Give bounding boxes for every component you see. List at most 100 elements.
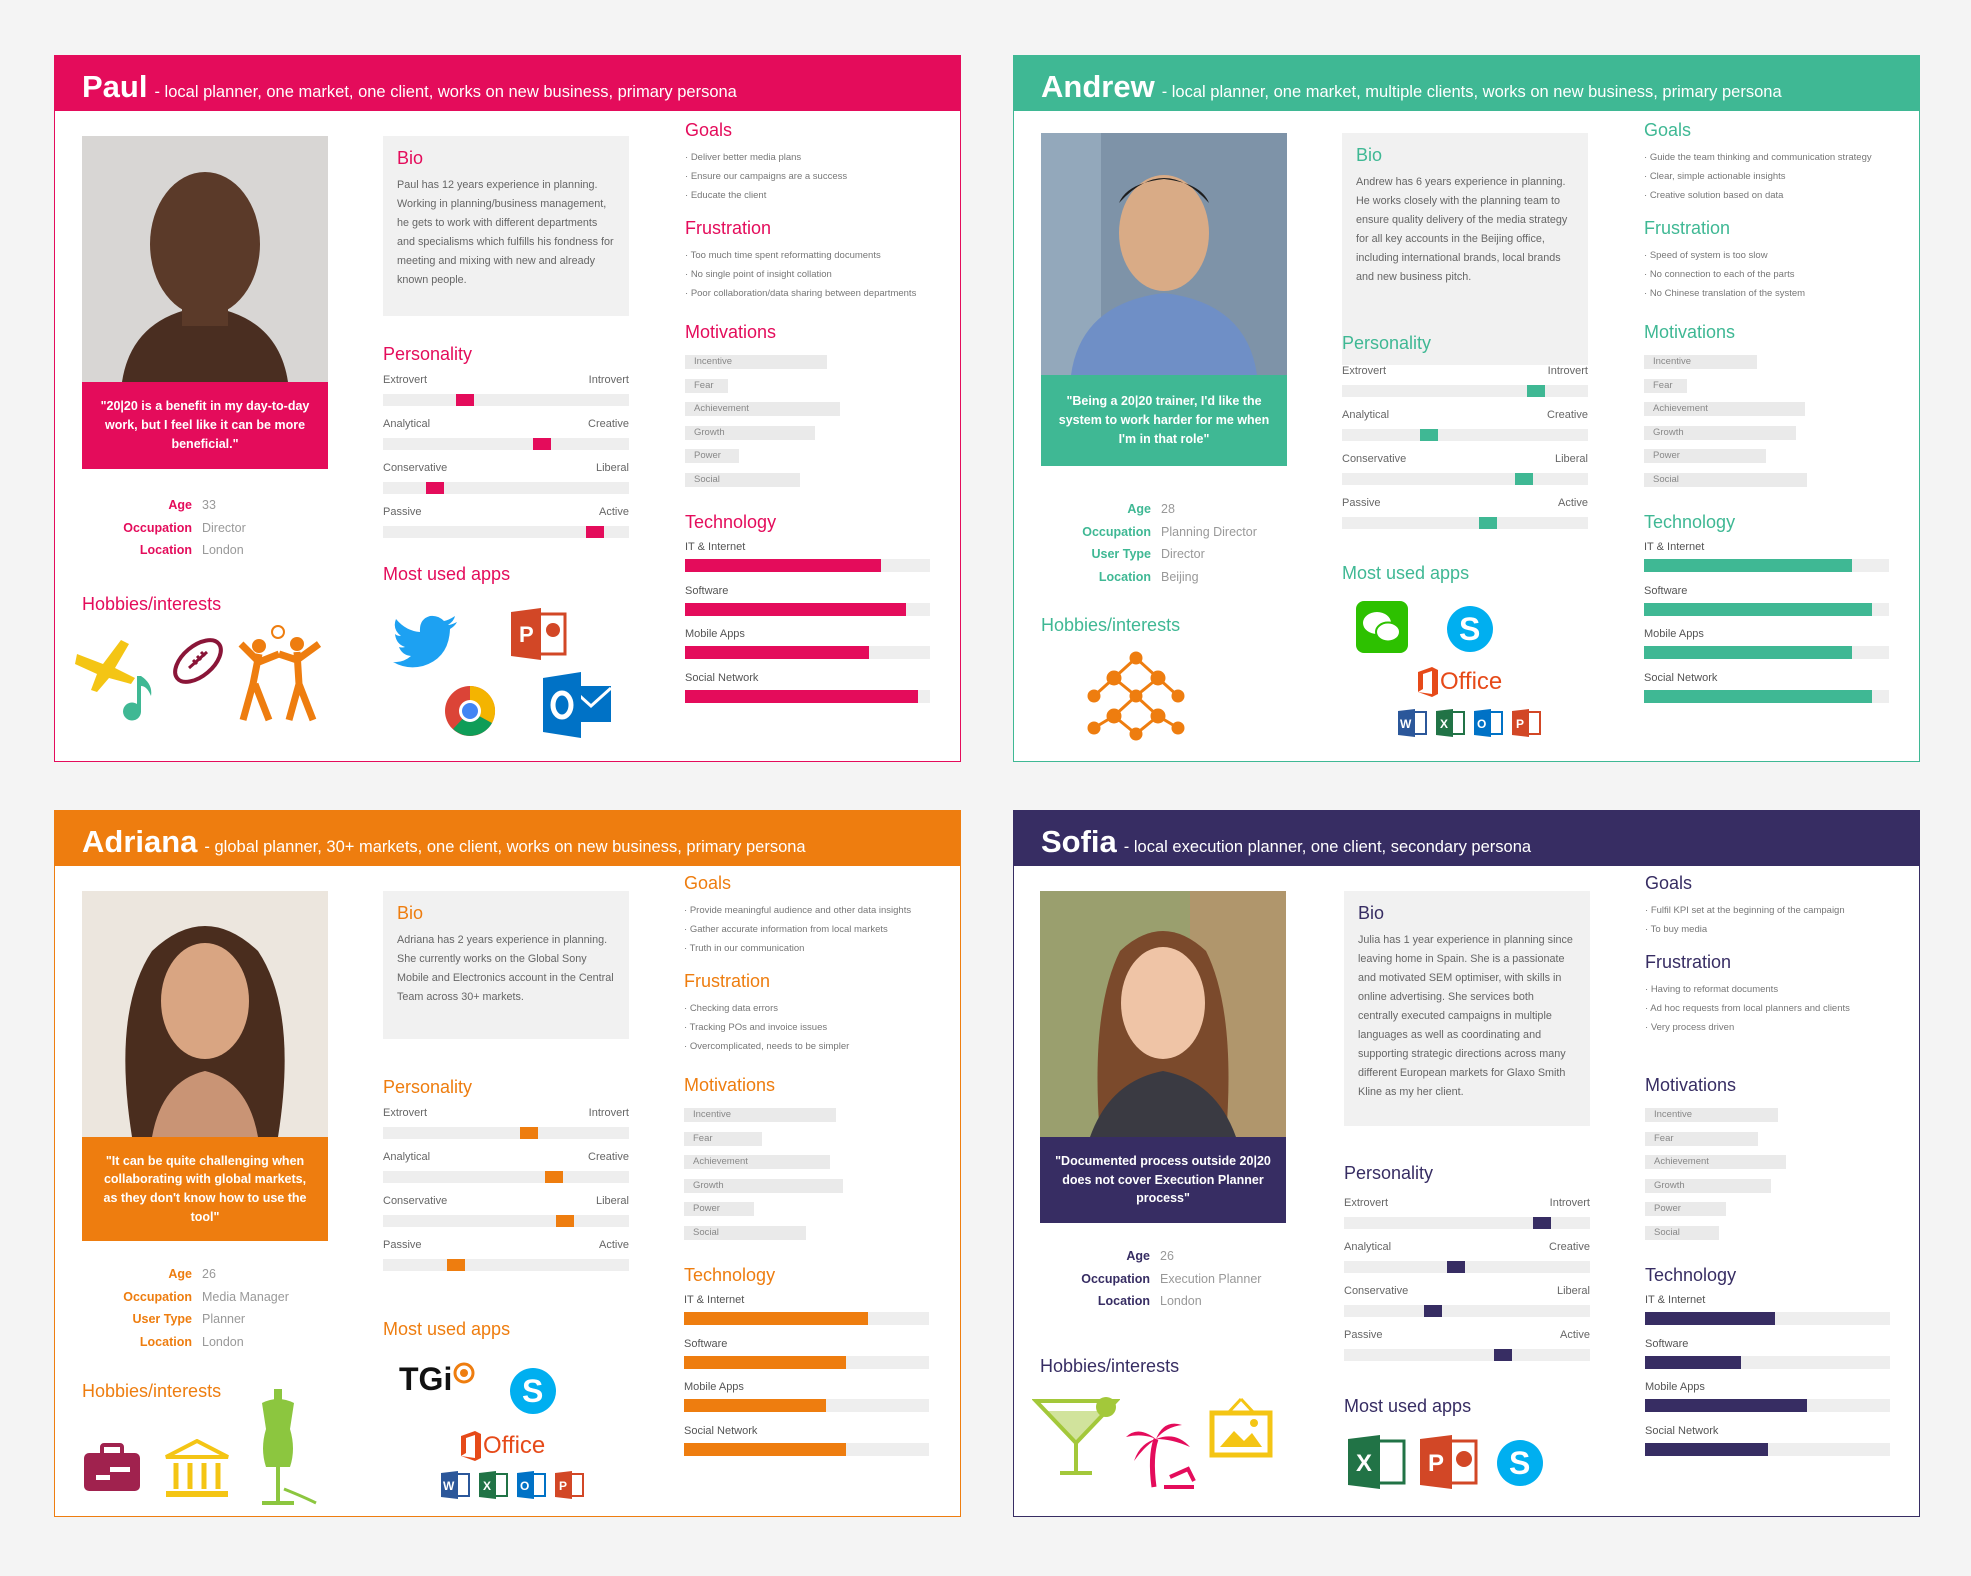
slider-right-label: Liberal xyxy=(1554,453,1588,465)
bio-text: Julia has 1 year experience in planning … xyxy=(1358,934,1573,1098)
slider-track xyxy=(1342,429,1588,441)
motivation-label: Fear xyxy=(693,1132,713,1144)
hobbies-title: Hobbies/interests xyxy=(82,594,222,614)
user-type-label: User Type xyxy=(132,1312,192,1326)
slider-knob xyxy=(1446,1261,1465,1273)
motivation-label: Social xyxy=(693,1226,719,1238)
slider-left-label: Analytical xyxy=(383,418,431,430)
motivation-label: Growth xyxy=(694,426,725,438)
hobbies-icons xyxy=(1032,1391,1292,1506)
motivation-label: Incentive xyxy=(1654,1109,1693,1120)
persona-card-paul: Paul - local planner, one market, one cl… xyxy=(54,55,961,762)
location-label: Location xyxy=(1098,569,1151,584)
slider-knob xyxy=(585,526,604,538)
slider-knob xyxy=(1494,1349,1513,1361)
personality-title: Personality xyxy=(1344,1163,1434,1183)
personality-sliders: Extrovert Introvert Analytical Creative Co… xyxy=(383,1107,629,1283)
right-column: Goals Fulfil KPI set at the beginning of… xyxy=(1645,873,1900,1468)
personality-title: Personality xyxy=(383,1077,473,1097)
hobbies-icons xyxy=(73,624,333,734)
hobbies-title: Hobbies/interests xyxy=(82,1381,222,1401)
occupation-value: Planning Director xyxy=(1161,524,1257,539)
persona-card-andrew: Andrew - local planner, one market, mult… xyxy=(1013,55,1920,762)
occupation-label: Occupation xyxy=(123,520,192,535)
motivation-label: Social xyxy=(1653,473,1679,485)
motivation-bar xyxy=(1645,1155,1786,1169)
svg-text:P: P xyxy=(519,622,534,647)
slider-right-label: Liberal xyxy=(595,462,629,474)
technology-fill xyxy=(684,1312,868,1325)
technology-fill xyxy=(684,1399,827,1412)
persona-photo xyxy=(1040,891,1286,1137)
frustration-title: Frustration xyxy=(1644,218,1731,238)
technology-fill xyxy=(685,559,881,572)
motivations-bars: Incentive Fear Achievement Growth Power … xyxy=(685,351,940,492)
list-item: Speed of system is too slow xyxy=(1644,246,1899,265)
slider-right-label: Creative xyxy=(588,1151,629,1163)
location-value: London xyxy=(1160,1294,1202,1308)
occupation-value: Director xyxy=(202,520,246,535)
hobbies-title: Hobbies/interests xyxy=(1041,615,1181,635)
bio-box: Bio Adriana has 2 years experience in pl… xyxy=(383,891,629,1039)
mannequin-icon xyxy=(262,1389,317,1505)
age-value: 26 xyxy=(202,1267,216,1281)
technology-label: Mobile Apps xyxy=(1645,1381,1705,1393)
motivations-title: Motivations xyxy=(1644,322,1736,342)
slider-track xyxy=(383,482,629,494)
technology-fill xyxy=(1645,1442,1768,1456)
persona-description: - local execution planner, one client, s… xyxy=(1123,838,1532,856)
motivation-label: Achievement xyxy=(1654,1156,1709,1167)
slider-left-label: Conservative xyxy=(1342,453,1407,465)
technology-label: Software xyxy=(1645,1337,1689,1350)
motivation-label: Incentive xyxy=(1653,356,1692,367)
motivation-label: Incentive xyxy=(694,356,733,367)
motivation-bar xyxy=(685,425,815,440)
age-label: Age xyxy=(168,1267,192,1281)
motivation-label: Incentive xyxy=(693,1109,732,1120)
user-type-label: User Type xyxy=(1091,547,1151,561)
technology-fill xyxy=(684,1442,846,1456)
persona-description: - local planner, one market, multiple cl… xyxy=(1161,83,1782,101)
technology-label: Mobile Apps xyxy=(685,628,745,640)
location-label: Location xyxy=(1097,1294,1150,1308)
technology-fill xyxy=(1644,602,1872,616)
age-value: 33 xyxy=(202,498,216,512)
bio-title: Bio xyxy=(1356,145,1383,165)
frustration-list: Checking data errors Tracking POs and in… xyxy=(684,999,939,1056)
location-value: London xyxy=(202,1334,244,1349)
list-item: No Chinese translation of the system xyxy=(1644,284,1899,303)
motivation-bar xyxy=(684,1202,755,1216)
technology-title: Technology xyxy=(685,512,777,532)
slider-knob xyxy=(1515,473,1534,485)
persona-description: - local planner, one market, one client,… xyxy=(154,83,737,101)
slider-track xyxy=(383,438,629,450)
apps-icons: S Office W X O P xyxy=(1342,601,1592,751)
slider-knob xyxy=(1478,517,1497,529)
technology-fill xyxy=(1644,559,1853,572)
list-item: No connection to each of the parts xyxy=(1644,265,1899,284)
motivation-label: Power xyxy=(693,1203,720,1214)
motivation-label: Fear xyxy=(694,379,714,391)
palm-tree-icon xyxy=(1126,1423,1196,1489)
motivation-label: Power xyxy=(1653,450,1680,461)
slider-track xyxy=(1342,517,1588,529)
list-item: Provide meaningful audience and other da… xyxy=(684,901,939,920)
airplane-icon xyxy=(75,640,135,692)
occupation-label: Occupation xyxy=(123,1289,192,1304)
svg-text:S: S xyxy=(1459,611,1480,647)
apps-icons: TGi S Office W X O P xyxy=(383,1355,633,1505)
persona-facts: Age 26 Occupation Media Manager User Type P… xyxy=(82,1263,328,1353)
persona-description: - global planner, 30+ markets, one clien… xyxy=(204,838,806,856)
goals-list: Deliver better media plans Ensure our ca… xyxy=(685,148,940,205)
svg-text:P: P xyxy=(1428,1450,1444,1477)
motivation-bar xyxy=(684,1178,844,1193)
slider-track xyxy=(383,1127,629,1139)
list-item: Gather accurate information from local m… xyxy=(684,920,939,939)
bio-title: Bio xyxy=(1358,903,1385,923)
slider-left-label: Extrovert xyxy=(383,1107,428,1119)
motivations-title: Motivations xyxy=(685,322,777,342)
technology-label: Social Network xyxy=(685,671,759,684)
persona-facts: Age 26 Occupation Execution Planner Locati… xyxy=(1040,1245,1286,1313)
network-molecule-icon xyxy=(1087,651,1185,741)
office-label: Office xyxy=(1440,668,1503,695)
